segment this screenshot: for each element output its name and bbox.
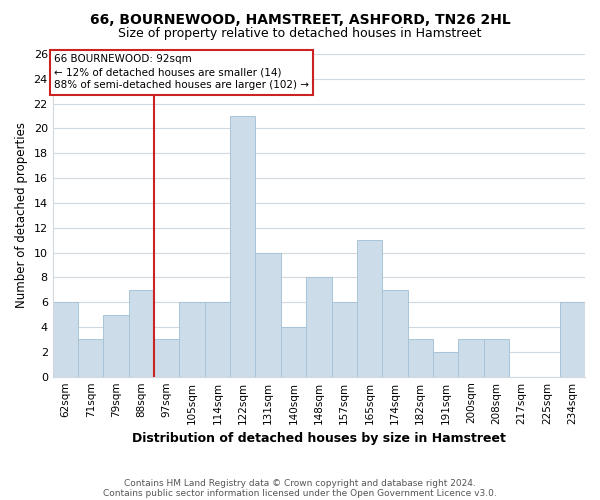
Y-axis label: Number of detached properties: Number of detached properties xyxy=(15,122,28,308)
Bar xyxy=(332,302,357,376)
Bar xyxy=(306,278,332,376)
Bar xyxy=(357,240,382,376)
Bar xyxy=(53,302,78,376)
Text: 66, BOURNEWOOD, HAMSTREET, ASHFORD, TN26 2HL: 66, BOURNEWOOD, HAMSTREET, ASHFORD, TN26… xyxy=(89,12,511,26)
Bar xyxy=(103,314,129,376)
Text: Size of property relative to detached houses in Hamstreet: Size of property relative to detached ho… xyxy=(118,28,482,40)
Bar xyxy=(78,340,103,376)
Bar xyxy=(205,302,230,376)
Bar xyxy=(382,290,407,376)
Bar xyxy=(129,290,154,376)
Text: Contains HM Land Registry data © Crown copyright and database right 2024.: Contains HM Land Registry data © Crown c… xyxy=(124,478,476,488)
Bar xyxy=(179,302,205,376)
Bar xyxy=(458,340,484,376)
Bar xyxy=(484,340,509,376)
Bar xyxy=(407,340,433,376)
Bar xyxy=(154,340,179,376)
Bar xyxy=(560,302,585,376)
Bar xyxy=(433,352,458,376)
Bar xyxy=(230,116,256,376)
Text: 66 BOURNEWOOD: 92sqm
← 12% of detached houses are smaller (14)
88% of semi-detac: 66 BOURNEWOOD: 92sqm ← 12% of detached h… xyxy=(54,54,309,90)
Text: Contains public sector information licensed under the Open Government Licence v3: Contains public sector information licen… xyxy=(103,488,497,498)
Bar xyxy=(256,252,281,376)
X-axis label: Distribution of detached houses by size in Hamstreet: Distribution of detached houses by size … xyxy=(132,432,506,445)
Bar xyxy=(281,327,306,376)
